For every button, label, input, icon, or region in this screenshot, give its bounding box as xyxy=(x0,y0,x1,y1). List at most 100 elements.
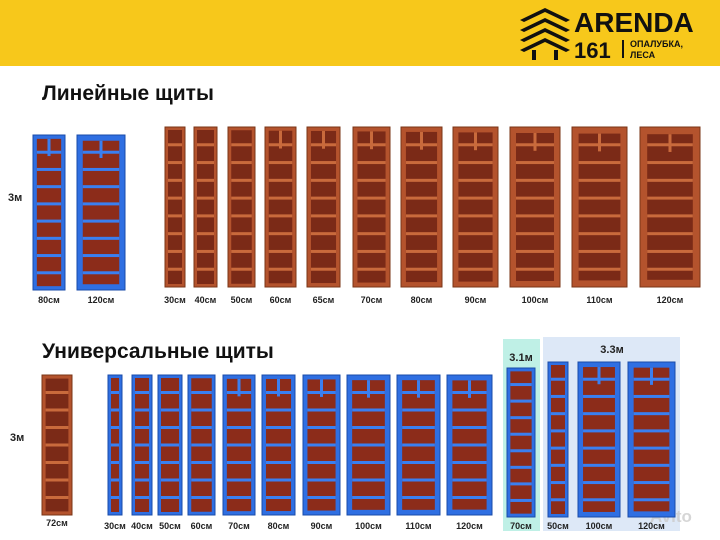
panel-rib xyxy=(268,249,293,253)
panel-rib xyxy=(510,383,532,387)
panel-rib xyxy=(277,378,280,397)
panel-label: 70см xyxy=(228,521,250,531)
panel-rib xyxy=(452,496,487,499)
panel-label: 110см xyxy=(405,521,432,531)
panel-label: 40см xyxy=(131,521,153,531)
panel-rib xyxy=(405,232,438,236)
panel-rib xyxy=(510,416,532,420)
panel-rib xyxy=(516,249,554,253)
panel-rib xyxy=(45,426,69,429)
panel-rib xyxy=(322,130,325,149)
panel-rib xyxy=(197,178,214,182)
panel-skin xyxy=(578,133,621,281)
panel-rib xyxy=(310,161,337,165)
panel-rib xyxy=(516,267,554,271)
panel-rib xyxy=(650,367,653,385)
panel-rib xyxy=(111,461,119,464)
panel-skin xyxy=(647,134,693,280)
panel-rib xyxy=(647,196,693,200)
panel-rib xyxy=(578,161,621,165)
panel-rib xyxy=(633,481,670,485)
panel-skin xyxy=(231,130,252,284)
panel-rib xyxy=(405,214,438,218)
panel-rib xyxy=(458,161,493,165)
panel-rib xyxy=(82,185,120,189)
panel-rib xyxy=(510,482,532,486)
panel-rib xyxy=(516,178,554,182)
panel-rib xyxy=(226,478,252,482)
panel-rib xyxy=(265,496,292,499)
panel-rib xyxy=(45,443,69,447)
panel-rib xyxy=(357,232,386,236)
panel-rib xyxy=(168,143,182,147)
panel-rib xyxy=(402,408,435,412)
logo-icon xyxy=(520,8,570,60)
panel-rib xyxy=(352,443,385,447)
panel-rib xyxy=(458,178,493,182)
panel-rib xyxy=(452,426,487,429)
panel-label: 30см xyxy=(104,521,126,531)
panel-skin xyxy=(516,133,554,281)
panel-rib xyxy=(45,461,69,464)
panel-label: 72см xyxy=(46,518,68,528)
panel-rib xyxy=(279,130,282,149)
panel-rib xyxy=(226,496,252,499)
panel-rib xyxy=(510,498,532,502)
panel-rib xyxy=(197,196,214,200)
panel-rib xyxy=(191,478,212,482)
panel-rib xyxy=(307,478,336,482)
panel-rib xyxy=(516,196,554,200)
panel-rib xyxy=(226,408,252,412)
panel-rib xyxy=(111,496,119,499)
panel-label: 120см xyxy=(657,295,684,305)
panel-rib xyxy=(452,408,487,412)
panel-rib xyxy=(647,232,693,236)
panel-rib xyxy=(161,478,179,482)
panel-rib xyxy=(633,429,670,433)
panel-rib xyxy=(551,412,565,416)
panel-rib xyxy=(402,461,435,464)
panel-rib xyxy=(226,426,252,429)
panel-label: 100см xyxy=(586,521,613,531)
panel-rib xyxy=(231,161,252,165)
panel-rib xyxy=(82,254,120,258)
panel-rib xyxy=(231,196,252,200)
panel-rib xyxy=(161,461,179,464)
panel-label: 120см xyxy=(456,521,483,531)
panel-rib xyxy=(551,481,565,485)
panel-skin xyxy=(583,367,615,512)
panel-rib xyxy=(135,478,149,482)
panel-rib xyxy=(516,232,554,236)
panel-rib xyxy=(647,249,693,253)
panel-rib xyxy=(307,496,336,499)
panel-rib xyxy=(197,161,214,165)
panel-rib xyxy=(417,380,420,398)
panel-rib xyxy=(357,249,386,253)
panel-rib xyxy=(191,461,212,464)
panel-rib xyxy=(226,443,252,447)
panel-rib xyxy=(168,178,182,182)
panel-rib xyxy=(551,463,565,467)
panel-rib xyxy=(320,379,323,397)
panel-rib xyxy=(82,219,120,223)
panel-rib xyxy=(168,249,182,253)
brand: ARENDA xyxy=(574,7,694,38)
panel-rib xyxy=(583,498,615,502)
panel-label: 80см xyxy=(38,295,60,305)
panel-rib xyxy=(647,161,693,165)
panel-rib xyxy=(36,236,62,240)
height-label: 3м xyxy=(10,432,24,444)
panel-rib xyxy=(47,138,51,157)
panel-rib xyxy=(135,461,149,464)
panel-rib xyxy=(135,408,149,412)
panel-rib xyxy=(161,391,179,394)
panel-label: 120см xyxy=(638,521,665,531)
panel-rib xyxy=(36,271,62,275)
panel-rib xyxy=(99,140,103,158)
panel-rib xyxy=(357,178,386,182)
panel-rib xyxy=(310,267,337,271)
panel-rib xyxy=(458,196,493,200)
panel-rib xyxy=(551,446,565,450)
panel-rib xyxy=(633,394,670,398)
